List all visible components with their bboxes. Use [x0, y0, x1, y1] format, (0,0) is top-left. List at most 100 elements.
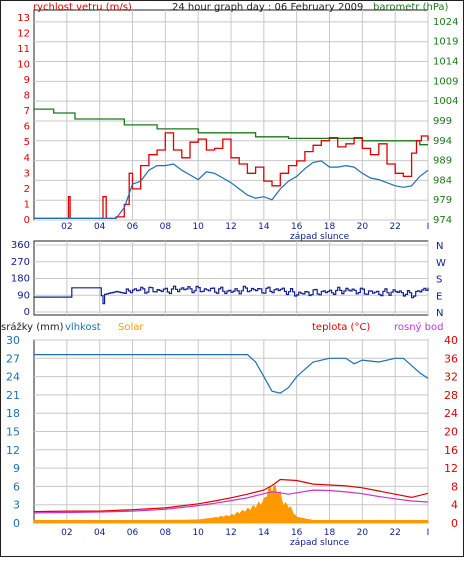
wind-tick-label: 4	[24, 153, 30, 164]
panel3-grid	[34, 339, 429, 524]
wind-tick-label: 10	[17, 59, 30, 70]
humidity-scale-label: 18	[6, 407, 20, 420]
x-tick-label: 04	[94, 528, 106, 538]
x-tick-label: 08	[160, 222, 172, 232]
humidity-temp-panel: 02 04 06 08 10 12 14 16 18 20 22 I04812162024283236…	[1, 321, 458, 548]
wind-tick-label: 2	[24, 184, 30, 195]
wind-tick-label: 11	[17, 44, 30, 55]
wind-speed-label: rychlost vetru (m/s)	[33, 2, 132, 13]
x-tick-label: 18	[324, 528, 336, 538]
x-tick-label: 20	[357, 528, 369, 538]
humidity-label: vlhkost	[65, 322, 101, 333]
wind-tick-label: 1	[24, 199, 30, 210]
x-tick-label: 22	[389, 222, 400, 232]
temperature-tick-label: 36	[444, 352, 458, 365]
pressure-tick-label: 1014	[433, 57, 458, 68]
pressure-tick-label: 999	[433, 116, 452, 127]
compass-tick-label: W	[436, 258, 446, 269]
humidity-scale-label: 3	[13, 499, 20, 512]
x-tick-label: 10	[192, 222, 204, 232]
x-tick-label: 04	[94, 222, 106, 232]
pressure-tick-label: 1024	[433, 17, 458, 28]
compass-tick-label: S	[436, 275, 442, 286]
temperature-tick-label: 20	[444, 426, 458, 439]
temperature-tick-label: 4	[451, 499, 458, 512]
x-tick-label: 18	[324, 222, 336, 232]
wind-tick-label: 13	[17, 13, 30, 24]
wind-tick-label: 6	[24, 122, 30, 133]
x-tick-label: 16	[291, 222, 303, 232]
wind-tick-label: 8	[24, 91, 30, 102]
wind-tick-label: 12	[17, 28, 30, 39]
x-tick-label: 02	[61, 222, 72, 232]
wind-tick-label: 9	[24, 75, 30, 86]
humidity-scale-label: 12	[6, 444, 20, 457]
x-tick-label: 14	[258, 528, 270, 538]
x-tick-label: 10	[192, 528, 204, 538]
x-tick-label: 06	[127, 222, 139, 232]
temperature-label: teplota (°C)	[312, 322, 370, 333]
compass-tick-label: N	[436, 308, 443, 319]
panel1-grid	[34, 10, 429, 221]
wind-average-line	[34, 160, 429, 219]
wind-tick-label: 5	[24, 137, 30, 148]
temperature-tick-label: 8	[451, 480, 458, 493]
wind-tick-label: 7	[24, 106, 30, 117]
sunset-label-bottom: západ slunce	[290, 538, 350, 548]
x-tick-label: 20	[357, 222, 369, 232]
direction-tick-label: 360	[11, 240, 30, 251]
humidity-scale-label: 9	[13, 462, 20, 475]
wind-pressure-panel: 02 04 06 08 10 12 14 16 18 20 22 I01234567891011121…	[17, 2, 458, 242]
solar-label: Solar	[118, 322, 144, 333]
panel2-series	[34, 285, 429, 305]
x-tick-label: 16	[291, 528, 303, 538]
pressure-tick-label: 979	[433, 195, 452, 206]
temperature-tick-label: 12	[444, 462, 458, 475]
humidity-scale-label: 6	[13, 480, 20, 493]
pressure-tick-label: 1004	[433, 96, 458, 107]
wind-direction-line	[34, 285, 429, 305]
temperature-tick-label: 24	[444, 407, 458, 420]
x-tick-label: 12	[225, 528, 236, 538]
direction-tick-label: 0	[24, 307, 30, 318]
humidity-line	[34, 354, 429, 394]
pressure-tick-label: 974	[433, 215, 452, 226]
dewpoint-label: rosný bod	[394, 321, 443, 333]
x-tick-label: 06	[127, 528, 139, 538]
temperature-tick-label: 28	[444, 389, 458, 402]
wind-tick-label: 3	[24, 168, 30, 179]
dewpoint-line	[33, 489, 429, 514]
x-tick-label: 14	[258, 222, 270, 232]
panel2-grid	[34, 241, 429, 315]
direction-tick-label: 180	[11, 274, 30, 285]
panel3-ticks: 02 04 06 08 10 12 14 16 18 20 22 I04812162024283236…	[6, 334, 458, 538]
direction-tick-label: 90	[17, 290, 30, 301]
x-tick-label: I	[427, 222, 430, 232]
humidity-scale-label: 30	[6, 334, 20, 347]
humidity-scale-label: 0	[13, 517, 20, 530]
compass-tick-label: N	[436, 241, 443, 252]
chart-title: 24 hour graph day : 06 February 2009	[172, 2, 363, 13]
x-tick-label: 22	[389, 528, 400, 538]
x-tick-label: 02	[61, 528, 72, 538]
x-tick-label: 08	[160, 528, 172, 538]
wind-tick-label: 0	[24, 215, 30, 226]
temperature-tick-label: 0	[451, 517, 458, 530]
sunset-label: západ slunce	[290, 232, 350, 242]
solar-area	[33, 484, 429, 524]
x-tick-label: I	[427, 528, 430, 538]
direction-tick-label: 270	[11, 257, 30, 268]
pressure-tick-label: 1009	[433, 76, 458, 87]
temperature-line	[33, 478, 429, 513]
pressure-tick-label: 994	[433, 136, 452, 147]
humidity-scale-label: 27	[6, 352, 20, 365]
pressure-tick-label: 989	[433, 156, 452, 167]
humidity-scale-label: 21	[6, 389, 20, 402]
humidity-scale-label: 24	[6, 371, 20, 384]
x-tick-label: 12	[225, 222, 236, 232]
pressure-tick-label: 1019	[433, 37, 458, 48]
pressure-tick-label: 984	[433, 175, 452, 186]
